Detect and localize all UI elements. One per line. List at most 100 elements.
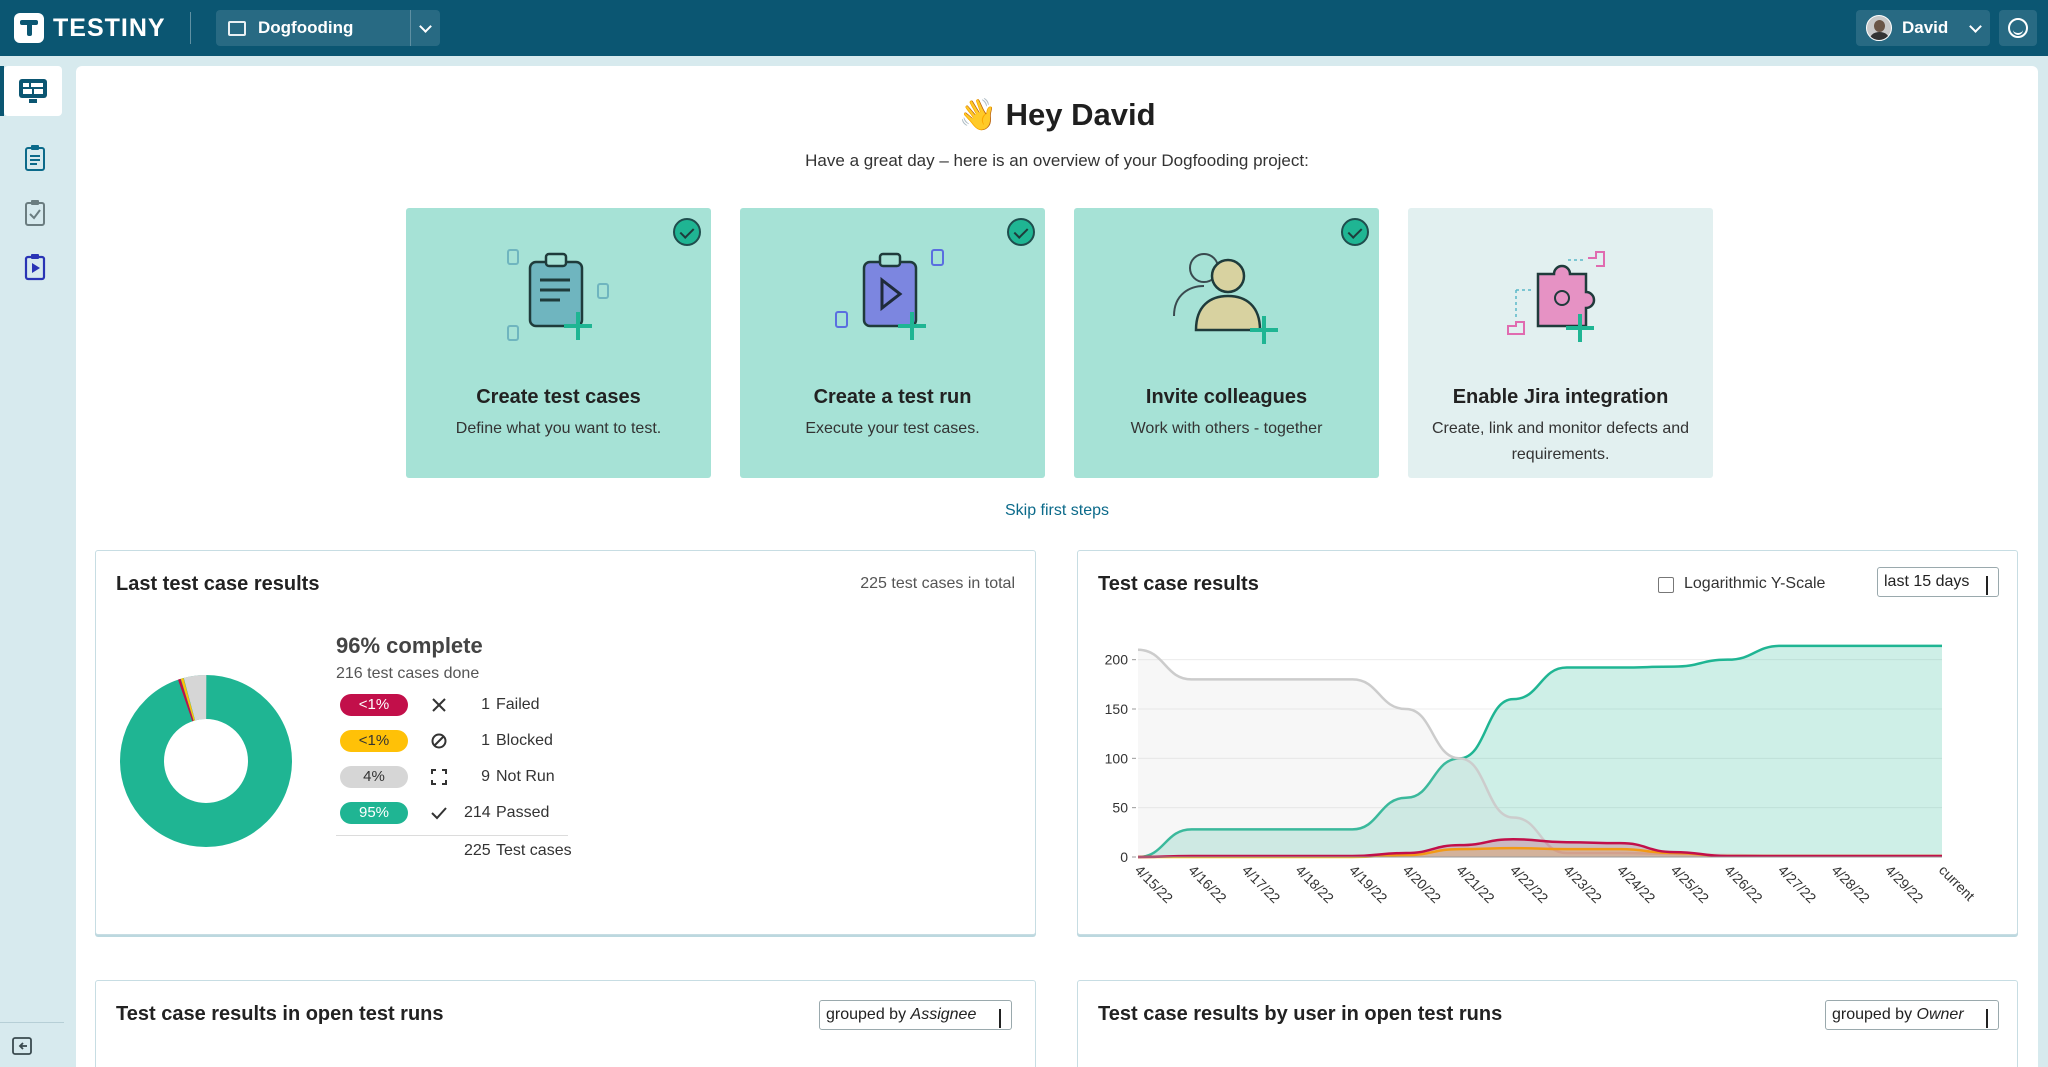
user-menu[interactable]: David [1856, 10, 1990, 46]
user-dropdown-button[interactable] [1960, 10, 1990, 46]
page-title: 👋 Hey David [958, 97, 1156, 132]
status-pill: 4% [340, 766, 408, 788]
y-tick-label: 100 [1105, 750, 1129, 766]
log-scale-checkbox[interactable] [1658, 577, 1674, 593]
status-label: Blocked [496, 732, 553, 749]
step-description: Work with others - together [1130, 420, 1323, 437]
step-card-create-test-cases[interactable]: Create test cases Define what you want t… [406, 208, 711, 478]
group-by-prefix: grouped by [826, 1006, 907, 1023]
x-tick-label: 4/17/22 [1239, 862, 1283, 906]
sidebar-item-test-cases[interactable] [6, 133, 64, 183]
smiley-icon [2008, 18, 2028, 38]
not-run-icon [431, 769, 447, 785]
series-area [1138, 649, 1942, 857]
collapse-sidebar-icon[interactable] [10, 1034, 34, 1058]
blocked-icon [431, 733, 447, 749]
status-label: Passed [496, 804, 550, 821]
test-runs-icon [24, 254, 46, 281]
total-count-label: 225 test cases in total [860, 575, 1015, 592]
user-name: David [1902, 18, 1949, 37]
step-card-invite-colleagues[interactable]: Invite colleagues Work with others - tog… [1074, 208, 1379, 478]
x-tick-label: 4/28/22 [1829, 862, 1873, 906]
status-row-blocked: <1% 1 Blocked [336, 729, 576, 755]
step-description: Execute your test cases. [805, 420, 980, 437]
donut-slice-not-run [120, 675, 292, 847]
x-tick-label: 4/24/22 [1614, 862, 1658, 906]
divider [190, 12, 191, 44]
group-by-value: Owner [1916, 1006, 1964, 1023]
trend-panel: Test case results Logarithmic Y-Scale la… [1077, 550, 2018, 935]
step-title: Create a test run [813, 386, 972, 408]
status-label: Not Run [496, 768, 555, 785]
x-tick-label: current [1936, 862, 1978, 904]
panel-title: Test case results in open test runs [116, 1003, 444, 1025]
sidebar-item-test-plans[interactable] [6, 188, 64, 238]
step-description: Define what you want to test. [455, 420, 662, 437]
sidebar-divider [0, 1022, 64, 1023]
sidebar-item-dashboard[interactable] [0, 66, 62, 116]
clipboard-list-icon [507, 249, 609, 341]
check-circle-icon [673, 218, 701, 246]
x-tick-label: 4/18/22 [1293, 862, 1337, 906]
results-donut-chart [120, 675, 292, 847]
sidebar-item-test-runs[interactable] [6, 242, 64, 292]
series-area [1138, 645, 1942, 857]
x-tick-label: 4/25/22 [1668, 862, 1712, 906]
feedback-button[interactable] [1999, 10, 2037, 46]
range-select[interactable]: last 15 days [1877, 567, 1999, 597]
test-plans-icon [25, 200, 45, 226]
main-content: 👋 Hey David Have a great day – here is a… [76, 66, 2038, 1067]
group-by-value: Assignee [910, 1006, 977, 1023]
status-count: 1 [481, 732, 490, 749]
status-count: 1 [481, 696, 490, 713]
project-selector[interactable]: Dogfooding [216, 10, 440, 46]
group-by-prefix: grouped by [1832, 1006, 1913, 1023]
x-tick-label: 4/26/22 [1721, 862, 1765, 906]
x-tick-label: 4/29/22 [1882, 862, 1926, 906]
test-cases-icon [25, 145, 45, 171]
trend-area-chart: 0 50 100 150 200 4/15/22 4/16/22 4/17/22 4/18/22… [1105, 644, 1978, 906]
open-runs-panel: Test case results in open test runs grou… [95, 980, 1036, 1067]
x-tick-label: 4/22/22 [1507, 862, 1551, 906]
x-tick-label: 4/27/22 [1775, 862, 1819, 906]
y-tick-label: 50 [1112, 800, 1128, 816]
panel-title: Test case results [1098, 573, 1259, 595]
check-circle-icon [1007, 218, 1035, 246]
step-card-create-test-run[interactable]: Create a test run Execute your test case… [740, 208, 1045, 478]
panel-title: Test case results by user in open test r… [1098, 1003, 1503, 1025]
project-icon [228, 20, 246, 36]
chevron-down-icon [419, 19, 432, 33]
step-description: Create, link and monitor defects and req… [1431, 420, 1690, 463]
completion-percentage: 96% complete [336, 633, 483, 658]
group-by-select[interactable]: grouped by Assignee [819, 1000, 1012, 1030]
logo[interactable]: TESTINY [14, 13, 166, 43]
status-label: Failed [496, 696, 540, 713]
panel-title: Last test case results [116, 573, 320, 595]
dashboard-icon [19, 79, 47, 103]
group-by-select[interactable]: grouped by Owner [1825, 1000, 1999, 1030]
chevron-down-icon [999, 1009, 1001, 1028]
project-dropdown-button[interactable] [410, 10, 440, 46]
step-card-enable-jira[interactable]: Enable Jira integration Create, link and… [1408, 208, 1713, 478]
y-tick-label: 150 [1105, 701, 1129, 717]
x-tick-label: 4/23/22 [1561, 862, 1605, 906]
divider [336, 835, 568, 836]
top-bar: TESTINY Dogfooding David [0, 0, 2048, 56]
status-row-not-run: 4% 9 Not Run [336, 765, 576, 791]
project-name: Dogfooding [258, 18, 354, 37]
x-icon [432, 698, 446, 712]
series-area [1138, 839, 1942, 857]
x-tick-label: 4/16/22 [1185, 862, 1229, 906]
series-area [1138, 848, 1942, 857]
status-count: 9 [481, 768, 490, 785]
brand-name: TESTINY [53, 13, 166, 42]
status-row-failed: <1% 1 Failed [336, 693, 576, 719]
clipboard-play-icon [835, 249, 944, 340]
puzzle-icon [1507, 251, 1605, 342]
status-row-passed: 95% 214 Passed [336, 801, 576, 827]
completion-count: 216 test cases done [336, 665, 480, 682]
logo-icon [14, 13, 44, 43]
skip-first-steps-link[interactable]: Skip first steps [1004, 502, 1110, 519]
page-subtitle: Have a great day – here is an overview o… [805, 151, 1309, 170]
log-scale-label: Logarithmic Y-Scale [1684, 575, 1826, 592]
